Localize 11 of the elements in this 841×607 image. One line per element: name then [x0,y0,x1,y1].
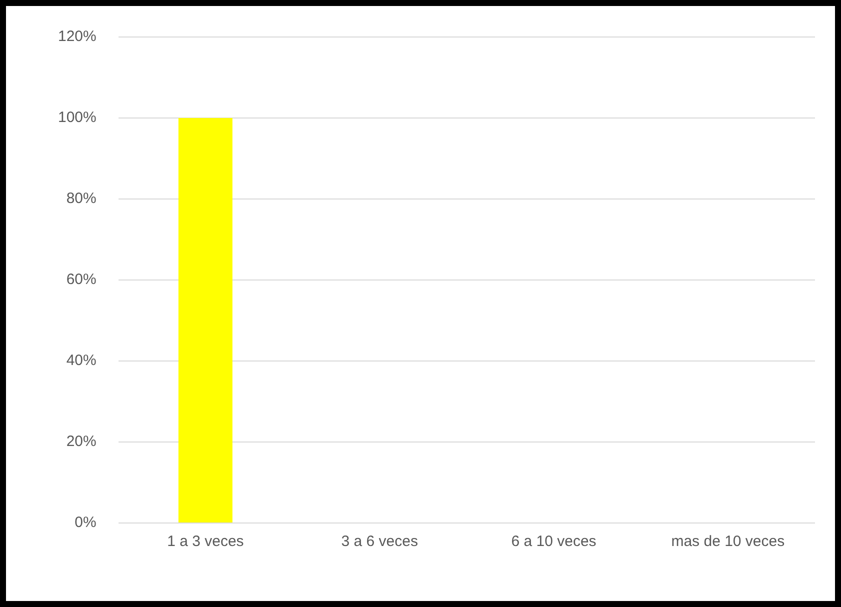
y-tick-label: 80% [66,190,96,208]
y-tick-label: 20% [66,433,96,450]
y-tick-label: 0% [74,514,96,532]
x-tick-label: 3 a 6 veces [341,533,418,550]
x-tick-label: mas de 10 veces [671,533,785,550]
y-tick-label: 120% [58,28,96,46]
y-tick-label: 40% [66,352,96,370]
y-tick-label: 60% [66,271,96,288]
x-tick-label: 1 a 3 veces [167,533,244,550]
y-tick-label: 100% [58,109,96,126]
x-tick-label: 6 a 10 veces [511,533,596,550]
